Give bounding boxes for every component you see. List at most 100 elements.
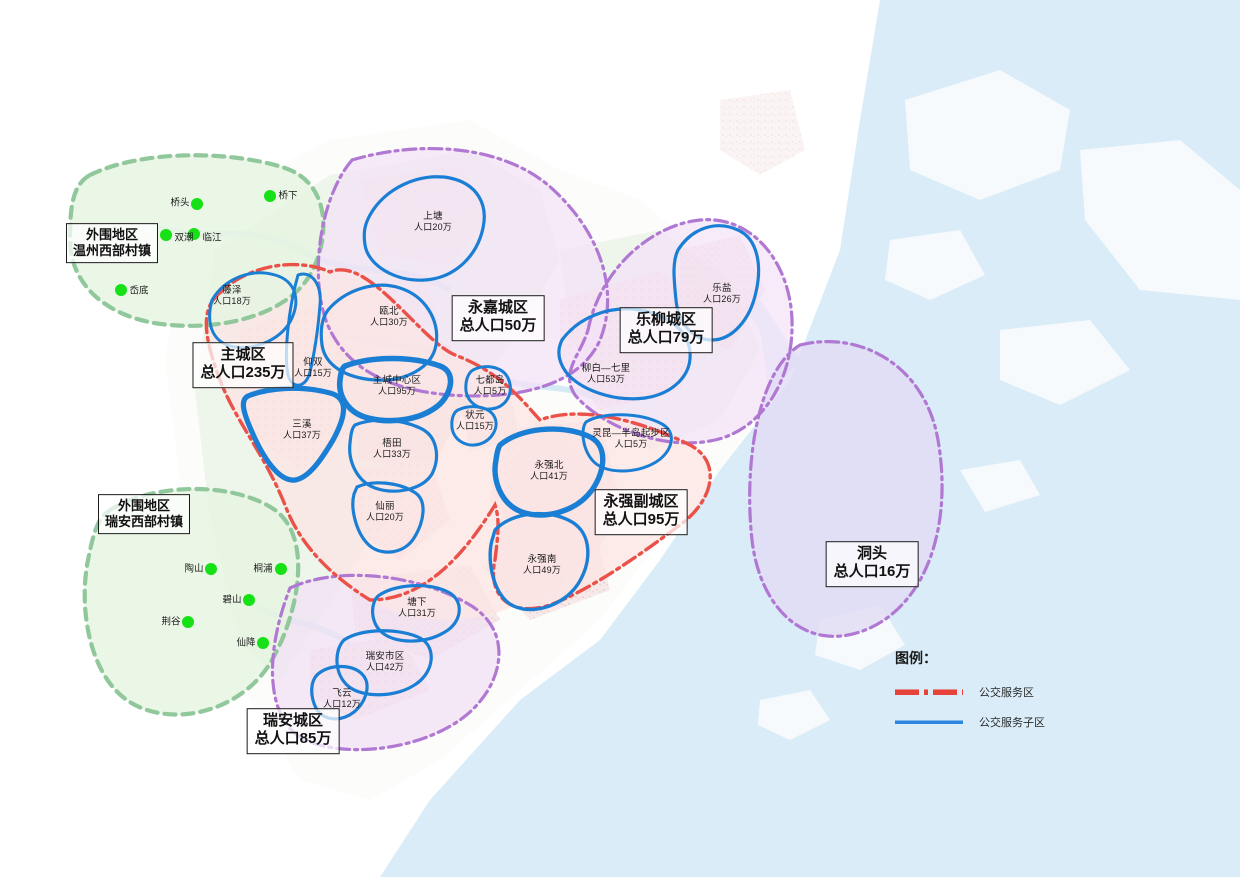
sub-area-population: 人口26万	[702, 294, 742, 305]
sub-area-population: 人口18万	[212, 296, 252, 307]
border-yongjia	[316, 147, 610, 398]
sub-area-population: 人口15万	[455, 421, 495, 432]
sub-area-name: 永强北	[534, 460, 564, 472]
border-service-area-main	[204, 262, 712, 611]
sub-area-name: 瑞安市区	[365, 651, 405, 663]
sub-area-label-yongqiang-b: 永强北 人口41万	[530, 460, 568, 482]
district-callout-dongtou: 洞头 总人口16万	[825, 541, 919, 587]
sub-area-name: 梧田	[382, 438, 402, 450]
legend-item-service-area: 公交服务区	[895, 682, 1075, 702]
town-label-aodi: 岙底	[129, 285, 149, 297]
sub-area-label-sanxi: 三溪 人口37万	[283, 419, 321, 441]
sub-feiyun	[310, 664, 369, 721]
legend: 图例： 公交服务区 公交服务子区	[895, 648, 1075, 742]
district-population: 温州西部村镇	[72, 243, 152, 258]
sub-area-label-oubei: 瓯北 人口30万	[370, 306, 408, 328]
sub-zhuangyuan	[450, 405, 498, 447]
sub-area-label-xianli: 仙丽 人口20万	[366, 501, 404, 523]
sub-area-name: 仙丽	[375, 501, 395, 513]
sub-area-label-lingkun: 灵昆—半岛起步区 人口5万	[592, 428, 670, 450]
sub-area-population: 人口37万	[282, 430, 322, 441]
sub-qidudao	[464, 365, 512, 411]
sub-area-population: 人口33万	[372, 449, 412, 460]
district-name: 永嘉城区	[467, 299, 528, 317]
sub-tangxia	[371, 584, 461, 643]
border-waiwei-ruian	[82, 486, 301, 717]
sub-area-population: 人口53万	[586, 374, 626, 385]
town-point-tongpu	[275, 563, 287, 575]
sub-area-name: 乐盐	[712, 283, 732, 295]
legend-swatch-sub-service-area	[895, 720, 963, 724]
legend-swatch-service-area	[895, 689, 963, 695]
sub-area-name: 灵昆—半岛起步区	[592, 428, 670, 440]
sub-sanxi	[240, 385, 347, 483]
sub-lingkun	[581, 413, 673, 473]
legend-label-service-area: 公交服务区	[979, 687, 1034, 699]
sub-area-name: 飞云	[332, 688, 352, 700]
sub-area-population: 人口49万	[522, 565, 562, 576]
town-point-taoshan	[205, 563, 217, 575]
sub-yangshuang	[284, 272, 322, 387]
sub-area-population: 人口5万	[473, 386, 507, 397]
sub-area-name: 状元	[465, 410, 485, 422]
town-point-bishan	[243, 594, 255, 606]
sub-area-population: 人口31万	[397, 608, 437, 619]
sub-service-areas	[208, 175, 761, 721]
sub-area-population: 人口20万	[365, 512, 405, 523]
district-callout-yongqiang-fu: 永强副城区 总人口95万	[594, 489, 688, 535]
sub-area-population: 人口95万	[377, 386, 417, 397]
sub-area-population: 人口41万	[529, 471, 569, 482]
sub-area-population: 人口5万	[614, 439, 648, 450]
sub-area-population: 人口20万	[413, 222, 453, 233]
district-name: 永强副城区	[603, 493, 679, 511]
town-point-aodi	[115, 284, 127, 296]
town-point-qiaoxia	[264, 190, 276, 202]
district-population: 总人口235万	[200, 364, 286, 382]
sub-area-name: 柳白—七里	[581, 363, 631, 375]
sub-area-label-feiyun: 飞云 人口12万	[323, 688, 361, 710]
town-point-jinggu	[182, 616, 194, 628]
district-callout-yongjia: 永嘉城区 总人口50万	[451, 295, 545, 341]
town-label-jinggu: 荆谷	[161, 616, 181, 628]
sub-yongqiang-b	[492, 426, 606, 518]
sub-area-label-zhucheng-zx: 主城中心区 人口95万	[373, 375, 422, 397]
town-label-shuangchao: 双潮	[174, 232, 194, 244]
legend-item-sub-service-area: 公交服务子区	[895, 712, 1075, 732]
sub-area-name: 七都岛	[475, 375, 505, 387]
town-label-bishan: 碧山	[222, 594, 242, 606]
sub-area-population: 人口30万	[369, 317, 409, 328]
border-leliu	[568, 218, 794, 445]
district-population: 总人口79万	[627, 329, 705, 347]
district-name: 外围地区	[117, 498, 171, 514]
border-dongtou	[748, 340, 944, 638]
town-label-qiaotou: 桥头	[170, 197, 190, 209]
sub-area-name: 永强南	[527, 554, 557, 566]
sub-area-name: 瓯北	[379, 306, 399, 318]
sub-area-label-ruian-shiqu: 瑞安市区 人口42万	[366, 651, 405, 673]
district-name: 瑞安城区	[262, 712, 323, 730]
legend-title: 图例：	[895, 650, 937, 666]
district-name: 乐柳城区	[635, 311, 696, 329]
district-callout-ruian: 瑞安城区 总人口85万	[246, 708, 340, 754]
legend-label-sub-service-area: 公交服务子区	[979, 717, 1045, 729]
district-callout-waiwei-ruian: 外围地区 瑞安西部村镇	[97, 494, 191, 534]
sub-area-label-tengze: 藤泽 人口18万	[213, 285, 251, 307]
sub-area-name: 藤泽	[222, 285, 242, 297]
town-point-shuangchao	[160, 229, 172, 241]
town-point-xianjiang	[257, 637, 269, 649]
district-population: 总人口50万	[459, 317, 537, 335]
sub-zhucheng-center	[337, 355, 454, 424]
sub-area-name: 仰双	[303, 357, 323, 369]
sub-yongqiang-n	[488, 511, 590, 612]
sub-area-population: 人口42万	[365, 662, 404, 673]
sub-leyan	[672, 224, 761, 342]
sub-area-label-qidudao: 七都岛 人口5万	[474, 375, 507, 397]
sub-area-name: 三溪	[292, 419, 312, 431]
sub-area-label-tangxia: 塘下 人口31万	[398, 597, 436, 619]
sub-area-population: 人口12万	[322, 699, 362, 710]
town-points	[115, 190, 287, 649]
district-callout-waiwei-wenzhou: 外围地区 温州西部村镇	[65, 223, 159, 263]
sub-area-label-yongqiang-n: 永强南 人口49万	[523, 554, 561, 576]
